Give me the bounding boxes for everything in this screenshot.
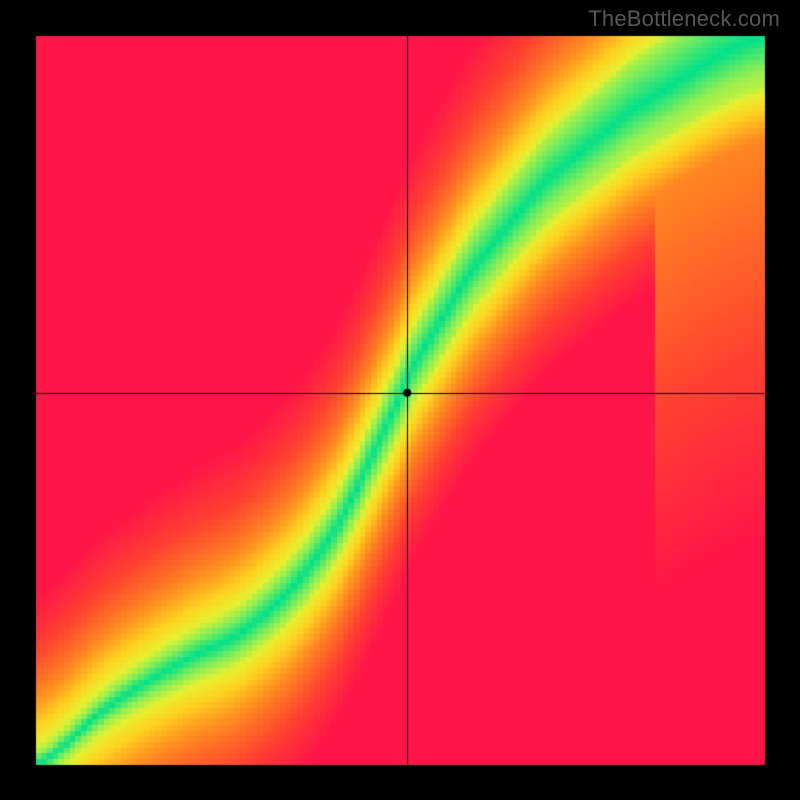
watermark-text: TheBottleneck.com: [588, 6, 780, 32]
chart-container: TheBottleneck.com: [0, 0, 800, 800]
heatmap-canvas: [0, 0, 800, 800]
